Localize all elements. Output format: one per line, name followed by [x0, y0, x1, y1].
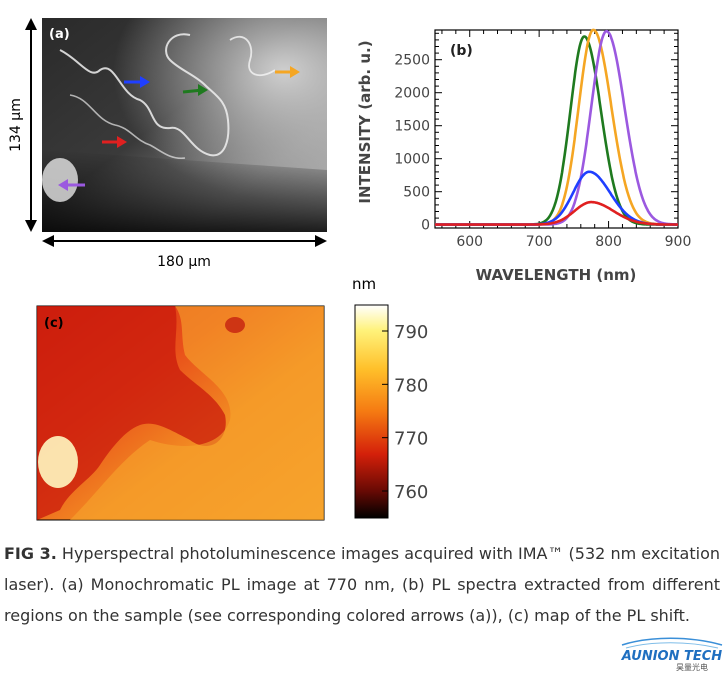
height-label: 134 µm [8, 98, 24, 152]
y-tick-label: 0 [421, 218, 430, 234]
panel-b-chart: (b) 600 700 800 900 0 500 1000 1500 2000 2500 WAV… [356, 28, 691, 284]
colorbar-ticks: 790 780 770 760 [382, 322, 428, 503]
width-dimension-arrow [42, 235, 327, 247]
y-axis-label: INTENSITY (arb. u.) [356, 40, 374, 203]
y-tick-label: 2500 [394, 53, 430, 69]
blue-arrow [124, 76, 150, 88]
panel-c-label: (c) [44, 316, 64, 331]
orange-arrow [275, 66, 300, 78]
y-tick-label: 500 [403, 185, 430, 201]
pl-image: (a) [42, 18, 327, 232]
panel-a: (a) 134 µm 180 µm [8, 18, 327, 270]
x-tick-label: 800 [595, 234, 622, 250]
x-tick-label: 700 [526, 234, 553, 250]
colorbar-tick-label: 770 [394, 429, 428, 450]
series-lines [434, 28, 679, 226]
green-arrow [182, 84, 208, 96]
height-dimension-arrow [25, 18, 37, 232]
logo-mark: AUNION TECH 昊量光电 [621, 637, 722, 672]
colorbar-tick-label: 790 [394, 322, 428, 343]
red-arrow [102, 136, 127, 148]
panel-c: (c) 790 780 770 760 [36, 304, 428, 521]
y-tick-label: 2000 [394, 86, 430, 102]
x-tick-label: 600 [456, 234, 483, 250]
colorbar-tick-label: 760 [394, 482, 428, 503]
caption-text: Hyperspectral photoluminescence images a… [4, 544, 721, 625]
y-tick-label: 1500 [394, 119, 430, 135]
colorbar-tick-label: 780 [394, 375, 428, 396]
logo-name: AUNION TECH [621, 649, 722, 664]
series-line-4 [434, 200, 679, 226]
logo-subtitle: 昊量光电 [676, 662, 708, 672]
x-axis-label: WAVELENGTH (nm) [476, 266, 637, 284]
x-tick-label: 900 [665, 234, 692, 250]
panel-b-label: (b) [450, 43, 473, 59]
purple-arrow [58, 179, 85, 191]
figure-caption: FIG 3. Hyperspectral photoluminescence i… [4, 538, 720, 631]
figure-label: FIG 3. [4, 544, 57, 563]
pl-shift-map: (c) [36, 305, 325, 521]
y-tick-label: 1000 [394, 152, 430, 168]
tick-labels: 600 700 800 900 0 500 1000 1500 2000 2500 [394, 53, 691, 250]
panel-a-label: (a) [49, 27, 70, 42]
colorbar-unit-label: nm [352, 275, 377, 293]
colorbar [354, 304, 389, 519]
aunion-tech-logo: AUNION TECH 昊量光电 [620, 636, 724, 672]
width-label: 180 µm [157, 254, 211, 270]
